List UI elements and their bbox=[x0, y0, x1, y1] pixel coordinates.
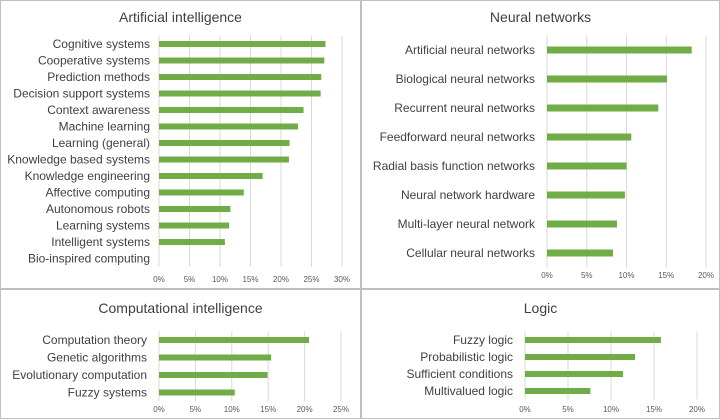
chart-title: Neural networks bbox=[489, 9, 592, 25]
category-label: Knowledge based systems bbox=[7, 153, 150, 167]
category-label: Autonomous robots bbox=[46, 202, 150, 216]
chart-panel-ci: Computational intelligence Computation t… bbox=[0, 289, 361, 419]
bar bbox=[547, 133, 632, 141]
bar bbox=[159, 173, 263, 179]
bar bbox=[159, 74, 322, 80]
bar bbox=[525, 337, 661, 343]
category-label: Sufficient conditions bbox=[406, 367, 513, 381]
category-label: Learning (general) bbox=[52, 136, 150, 150]
category-label: Artificial neural networks bbox=[405, 43, 535, 57]
chart-title: Logic bbox=[523, 300, 558, 316]
tick-label: 0% bbox=[153, 275, 165, 284]
category-label: Decision support systems bbox=[13, 87, 150, 101]
tick-label: 15% bbox=[260, 405, 276, 414]
bar bbox=[159, 372, 268, 378]
bar bbox=[159, 337, 309, 343]
bar bbox=[159, 41, 326, 47]
category-label: Evolutionary computation bbox=[12, 368, 147, 382]
category-label: Fuzzy logic bbox=[453, 333, 513, 347]
chart-plot: Cognitive systems Cooperative systems Pred… bbox=[7, 35, 350, 284]
category-label: Feedforward neural networks bbox=[380, 130, 535, 144]
tick-label: 15% bbox=[646, 405, 662, 414]
tick-label: 10% bbox=[618, 271, 634, 280]
category-label: Knowledge engineering bbox=[25, 169, 150, 183]
category-label: Bio-inspired computing bbox=[28, 252, 150, 266]
tick-label: 20% bbox=[689, 405, 705, 414]
tick-label: 15% bbox=[242, 275, 258, 284]
tick-label: 10% bbox=[224, 405, 240, 414]
category-label: Genetic algorithms bbox=[47, 351, 147, 365]
bar bbox=[159, 107, 304, 113]
bar bbox=[159, 123, 299, 130]
bar bbox=[159, 189, 244, 196]
bar bbox=[159, 222, 230, 229]
chart-plot: Fuzzy logic Probabilistic logic Sufficient… bbox=[406, 331, 705, 414]
category-label: Computation theory bbox=[42, 333, 147, 347]
bar bbox=[525, 354, 636, 360]
category-label: Affective computing bbox=[45, 186, 150, 200]
tick-label: 25% bbox=[333, 405, 349, 414]
category-label: Biological neural networks bbox=[396, 72, 535, 86]
bar bbox=[547, 162, 627, 170]
category-label: Recurrent neural networks bbox=[394, 101, 535, 115]
category-label: Radial basis function networks bbox=[373, 159, 535, 173]
bar bbox=[525, 371, 624, 377]
category-label: Cooperative systems bbox=[38, 54, 150, 68]
bar bbox=[547, 75, 668, 83]
tick-label: 0% bbox=[541, 271, 553, 280]
tick-label: 20% bbox=[273, 275, 289, 284]
bar bbox=[159, 90, 321, 97]
tick-label: 0% bbox=[153, 405, 165, 414]
tick-label: 5% bbox=[581, 271, 593, 280]
bar bbox=[159, 239, 225, 245]
category-label: Learning systems bbox=[56, 219, 150, 233]
tick-label: 5% bbox=[190, 405, 202, 414]
tick-label: 20% bbox=[698, 271, 714, 280]
chart-panel-nn: Neural networks Artificial neural networ… bbox=[361, 0, 720, 289]
tick-label: 25% bbox=[303, 275, 319, 284]
tick-label: 5% bbox=[184, 275, 196, 284]
category-label: Cellular neural networks bbox=[406, 246, 535, 260]
tick-label: 20% bbox=[297, 405, 313, 414]
tick-label: 10% bbox=[603, 405, 619, 414]
tick-label: 10% bbox=[212, 275, 228, 284]
bar bbox=[547, 220, 617, 228]
bar bbox=[159, 140, 290, 146]
bar bbox=[159, 57, 325, 64]
bar bbox=[159, 354, 272, 361]
chart-panel-logic: Logic Fuzzy logic Probabilistic logic Suff… bbox=[361, 289, 720, 419]
category-label: Prediction methods bbox=[47, 70, 150, 84]
tick-label: 30% bbox=[334, 275, 350, 284]
category-label: Fuzzy systems bbox=[68, 386, 147, 400]
bar bbox=[547, 249, 613, 257]
chart-plot: Artificial neural networks Biological neu… bbox=[373, 35, 714, 280]
category-label: Probabilistic logic bbox=[420, 350, 513, 364]
bar bbox=[547, 104, 659, 112]
bar bbox=[159, 206, 231, 212]
chart-panel-ai: Artificial intelligence Cognitive system… bbox=[0, 0, 361, 289]
bar bbox=[525, 388, 591, 394]
category-label: Intelligent systems bbox=[51, 235, 150, 249]
category-label: Cognitive systems bbox=[53, 37, 150, 51]
category-label: Multi-layer neural network bbox=[398, 217, 536, 231]
bar bbox=[547, 191, 625, 199]
chart-plot: Computation theory Genetic algorithms Evol… bbox=[12, 331, 349, 414]
chart-title: Artificial intelligence bbox=[119, 9, 242, 25]
category-label: Context awareness bbox=[47, 103, 150, 117]
tick-label: 15% bbox=[658, 271, 674, 280]
bar bbox=[547, 46, 692, 54]
category-label: Neural network hardware bbox=[401, 188, 535, 202]
tick-label: 0% bbox=[519, 405, 531, 414]
bar bbox=[159, 389, 235, 396]
category-label: Machine learning bbox=[59, 120, 150, 134]
chart-title: Computational intelligence bbox=[98, 300, 263, 316]
category-label: Multivalued logic bbox=[424, 384, 513, 398]
bar bbox=[159, 156, 289, 163]
tick-label: 5% bbox=[562, 405, 574, 414]
